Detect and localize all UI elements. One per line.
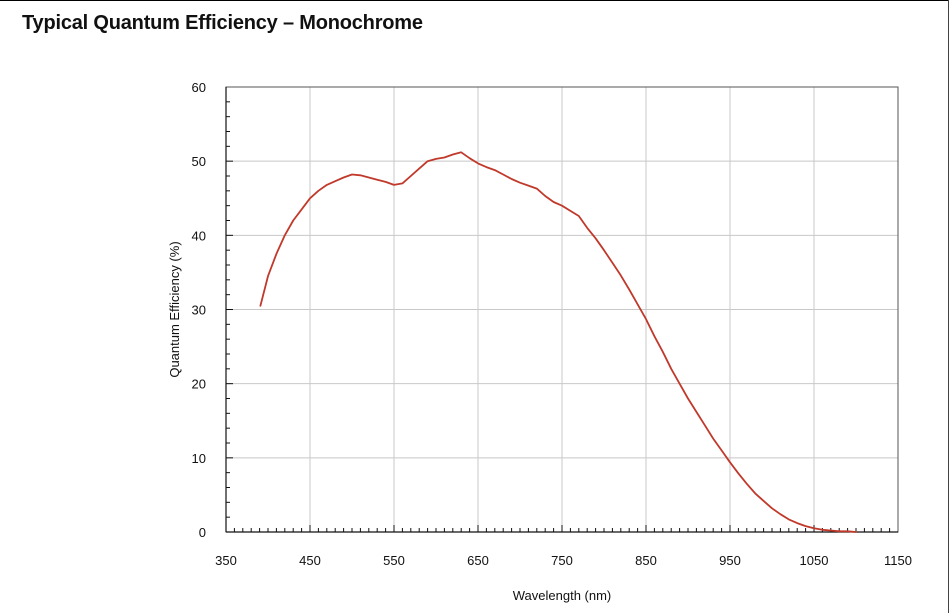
x-tick-label: 1150 bbox=[884, 553, 912, 568]
y-tick-label: 40 bbox=[192, 228, 206, 243]
page-title: Typical Quantum Efficiency – Monochrome bbox=[22, 12, 423, 34]
tick-labels: 350 450 550 650 750 850 950 1050 1150 0 10 20 30 40 50… bbox=[192, 80, 912, 568]
x-tick-label: 350 bbox=[215, 553, 237, 568]
top-border bbox=[0, 0, 949, 1]
y-tick-label: 0 bbox=[199, 525, 206, 540]
x-tick-label: 450 bbox=[299, 553, 321, 568]
y-tick-label: 30 bbox=[192, 303, 206, 318]
series-layer bbox=[259, 151, 857, 533]
x-tick-label: 750 bbox=[551, 553, 573, 568]
x-tick-label: 550 bbox=[383, 553, 405, 568]
x-tick-label: 950 bbox=[719, 553, 741, 568]
x-tick-label: 850 bbox=[635, 553, 657, 568]
y-tick-label: 50 bbox=[192, 154, 206, 169]
y-axis-title: Quantum Efficiency (%) bbox=[167, 241, 182, 377]
qe-curve bbox=[259, 151, 857, 533]
x-tick-label: 650 bbox=[467, 553, 489, 568]
x-axis-title: Wavelength (nm) bbox=[513, 588, 612, 603]
y-tick-label: 60 bbox=[192, 80, 206, 95]
x-tick-label: 1050 bbox=[800, 553, 829, 568]
axes bbox=[225, 86, 899, 533]
grid-lines bbox=[226, 87, 898, 532]
y-tick-label: 20 bbox=[192, 377, 206, 392]
y-tick-label: 10 bbox=[192, 451, 206, 466]
